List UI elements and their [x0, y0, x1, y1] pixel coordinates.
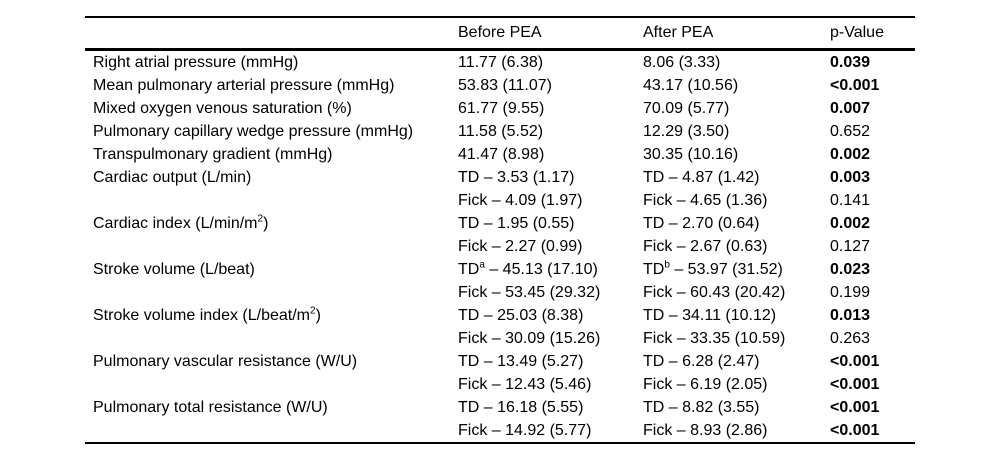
cell-before-pea: TD – 13.49 (5.27): [458, 352, 584, 370]
table-header: Before PEA After PEA p-Value: [85, 17, 915, 51]
row-label: [85, 419, 458, 443]
cell-p-value: 0.013: [830, 306, 871, 324]
table-row: Fick – 12.43 (5.46) Fick – 6.19 (2.05) <0.…: [85, 373, 915, 396]
cell-before-pea: Fick – 12.43 (5.46): [458, 375, 592, 393]
cell-p-value: 0.023: [830, 260, 871, 278]
cell-after-pea: 43.17 (10.56): [643, 76, 739, 94]
cell-p-value: 0.199: [830, 283, 871, 301]
table-row: Pulmonary capillary wedge pressure (mmHg…: [85, 120, 915, 143]
column-header-before-pea: Before PEA: [458, 17, 643, 51]
cell-before-pea: TD – 25.03 (8.38): [458, 306, 584, 324]
cell-p-value: 0.039: [830, 53, 871, 71]
table-row: Pulmonary total resistance (W/U) TD – 16.…: [85, 396, 915, 419]
cell-after-pea: Fick – 2.67 (0.63): [643, 237, 768, 255]
table-row: Stroke volume index (L/beat/m2) TD – 25.0…: [85, 304, 915, 327]
table-row: Fick – 14.92 (5.77) Fick – 8.93 (2.86) <0.…: [85, 419, 915, 443]
cell-p-value: 0.007: [830, 99, 871, 117]
cell-after-pea: Fick – 8.93 (2.86): [643, 421, 768, 439]
cell-p-value: <0.001: [830, 398, 880, 416]
cell-after-pea: TD – 8.82 (3.55): [643, 398, 760, 416]
row-label: Pulmonary capillary wedge pressure (mmHg…: [93, 122, 414, 140]
cell-after-pea: TD – 2.70 (0.64): [643, 214, 760, 232]
cell-after-pea: Fick – 60.43 (20.42): [643, 283, 786, 301]
row-label: [85, 373, 458, 396]
cell-before-pea: Fick – 53.45 (29.32): [458, 283, 601, 301]
column-header-parameter: [85, 17, 458, 51]
cell-p-value: 0.652: [830, 122, 871, 140]
cell-p-value: <0.001: [830, 352, 880, 370]
cell-p-value: <0.001: [830, 375, 880, 393]
table-row: Fick – 30.09 (15.26) Fick – 33.35 (10.59)…: [85, 327, 915, 350]
cell-p-value: <0.001: [830, 421, 880, 439]
cell-before-pea: Fick – 30.09 (15.26): [458, 329, 601, 347]
cell-before-pea: Fick – 14.92 (5.77): [458, 421, 592, 439]
row-label: Stroke volume index (L/beat/m2): [93, 305, 321, 324]
hemodynamics-table-container: Before PEA After PEA p-Value Right atria…: [85, 16, 915, 444]
row-label: Right atrial pressure (mmHg): [93, 53, 299, 71]
cell-after-pea: TD – 4.87 (1.42): [643, 168, 760, 186]
cell-p-value: <0.001: [830, 76, 880, 94]
cell-after-pea: TD – 6.28 (2.47): [643, 352, 760, 370]
table-row: Transpulmonary gradient (mmHg) 41.47 (8.9…: [85, 143, 915, 166]
table-body: Right atrial pressure (mmHg) 11.77 (6.38)…: [85, 50, 915, 444]
table-row: Fick – 53.45 (29.32) Fick – 60.43 (20.42)…: [85, 281, 915, 304]
row-label: [85, 327, 458, 350]
column-header-p-value: p-Value: [830, 17, 915, 51]
header-row: Before PEA After PEA p-Value: [85, 17, 915, 51]
table-row: Cardiac index (L/min/m2) TD – 1.95 (0.55)…: [85, 212, 915, 235]
row-label: Mixed oxygen venous saturation (%): [93, 99, 352, 117]
cell-p-value: 0.141: [830, 191, 871, 209]
row-label: Pulmonary vascular resistance (W/U): [93, 352, 358, 370]
table-row: Fick – 4.09 (1.97) Fick – 4.65 (1.36) 0.14…: [85, 189, 915, 212]
row-label: Transpulmonary gradient (mmHg): [93, 145, 333, 163]
cell-before-pea: Fick – 4.09 (1.97): [458, 191, 583, 209]
row-label: Stroke volume (L/beat): [93, 260, 255, 278]
cell-after-pea: 30.35 (10.16): [643, 145, 739, 163]
cell-p-value: 0.003: [830, 168, 871, 186]
row-label: Mean pulmonary arterial pressure (mmHg): [93, 76, 395, 94]
cell-before-pea: 41.47 (8.98): [458, 145, 545, 163]
row-label: Cardiac index (L/min/m2): [93, 213, 269, 232]
cell-p-value: 0.002: [830, 145, 871, 163]
cell-before-pea: TDa – 45.13 (17.10): [458, 259, 598, 278]
column-header-after-pea: After PEA: [643, 17, 830, 51]
table-row: Right atrial pressure (mmHg) 11.77 (6.38)…: [85, 50, 915, 75]
row-label: Pulmonary total resistance (W/U): [93, 398, 328, 416]
cell-before-pea: 11.77 (6.38): [458, 53, 544, 71]
cell-after-pea: Fick – 4.65 (1.36): [643, 191, 768, 209]
row-label: [85, 281, 458, 304]
cell-before-pea: TD – 16.18 (5.55): [458, 398, 584, 416]
table-row: Mixed oxygen venous saturation (%) 61.77 …: [85, 97, 915, 120]
cell-p-value: 0.127: [830, 237, 871, 255]
cell-after-pea: Fick – 6.19 (2.05): [643, 375, 768, 393]
cell-after-pea: Fick – 33.35 (10.59): [643, 329, 786, 347]
cell-before-pea: 11.58 (5.52): [458, 122, 544, 140]
table-row: Stroke volume (L/beat) TDa – 45.13 (17.10…: [85, 258, 915, 281]
cell-after-pea: TDb – 53.97 (31.52): [643, 259, 783, 278]
table-row: Fick – 2.27 (0.99) Fick – 2.67 (0.63) 0.12…: [85, 235, 915, 258]
table-row: Pulmonary vascular resistance (W/U) TD – …: [85, 350, 915, 373]
cell-p-value: 0.263: [830, 329, 871, 347]
cell-after-pea: 8.06 (3.33): [643, 53, 721, 71]
cell-before-pea: 53.83 (11.07): [458, 76, 552, 94]
cell-before-pea: TD – 1.95 (0.55): [458, 214, 575, 232]
cell-before-pea: TD – 3.53 (1.17): [458, 168, 575, 186]
row-label: [85, 189, 458, 212]
row-label: Cardiac output (L/min): [93, 168, 252, 186]
table-row: Cardiac output (L/min) TD – 3.53 (1.17) TD…: [85, 166, 915, 189]
cell-before-pea: Fick – 2.27 (0.99): [458, 237, 583, 255]
cell-after-pea: TD – 34.11 (10.12): [643, 306, 777, 324]
cell-after-pea: 12.29 (3.50): [643, 122, 730, 140]
hemodynamics-table: Before PEA After PEA p-Value Right atria…: [85, 16, 915, 444]
cell-before-pea: 61.77 (9.55): [458, 99, 545, 117]
cell-p-value: 0.002: [830, 214, 871, 232]
row-label: [85, 235, 458, 258]
table-row: Mean pulmonary arterial pressure (mmHg) 5…: [85, 74, 915, 97]
cell-after-pea: 70.09 (5.77): [643, 99, 730, 117]
